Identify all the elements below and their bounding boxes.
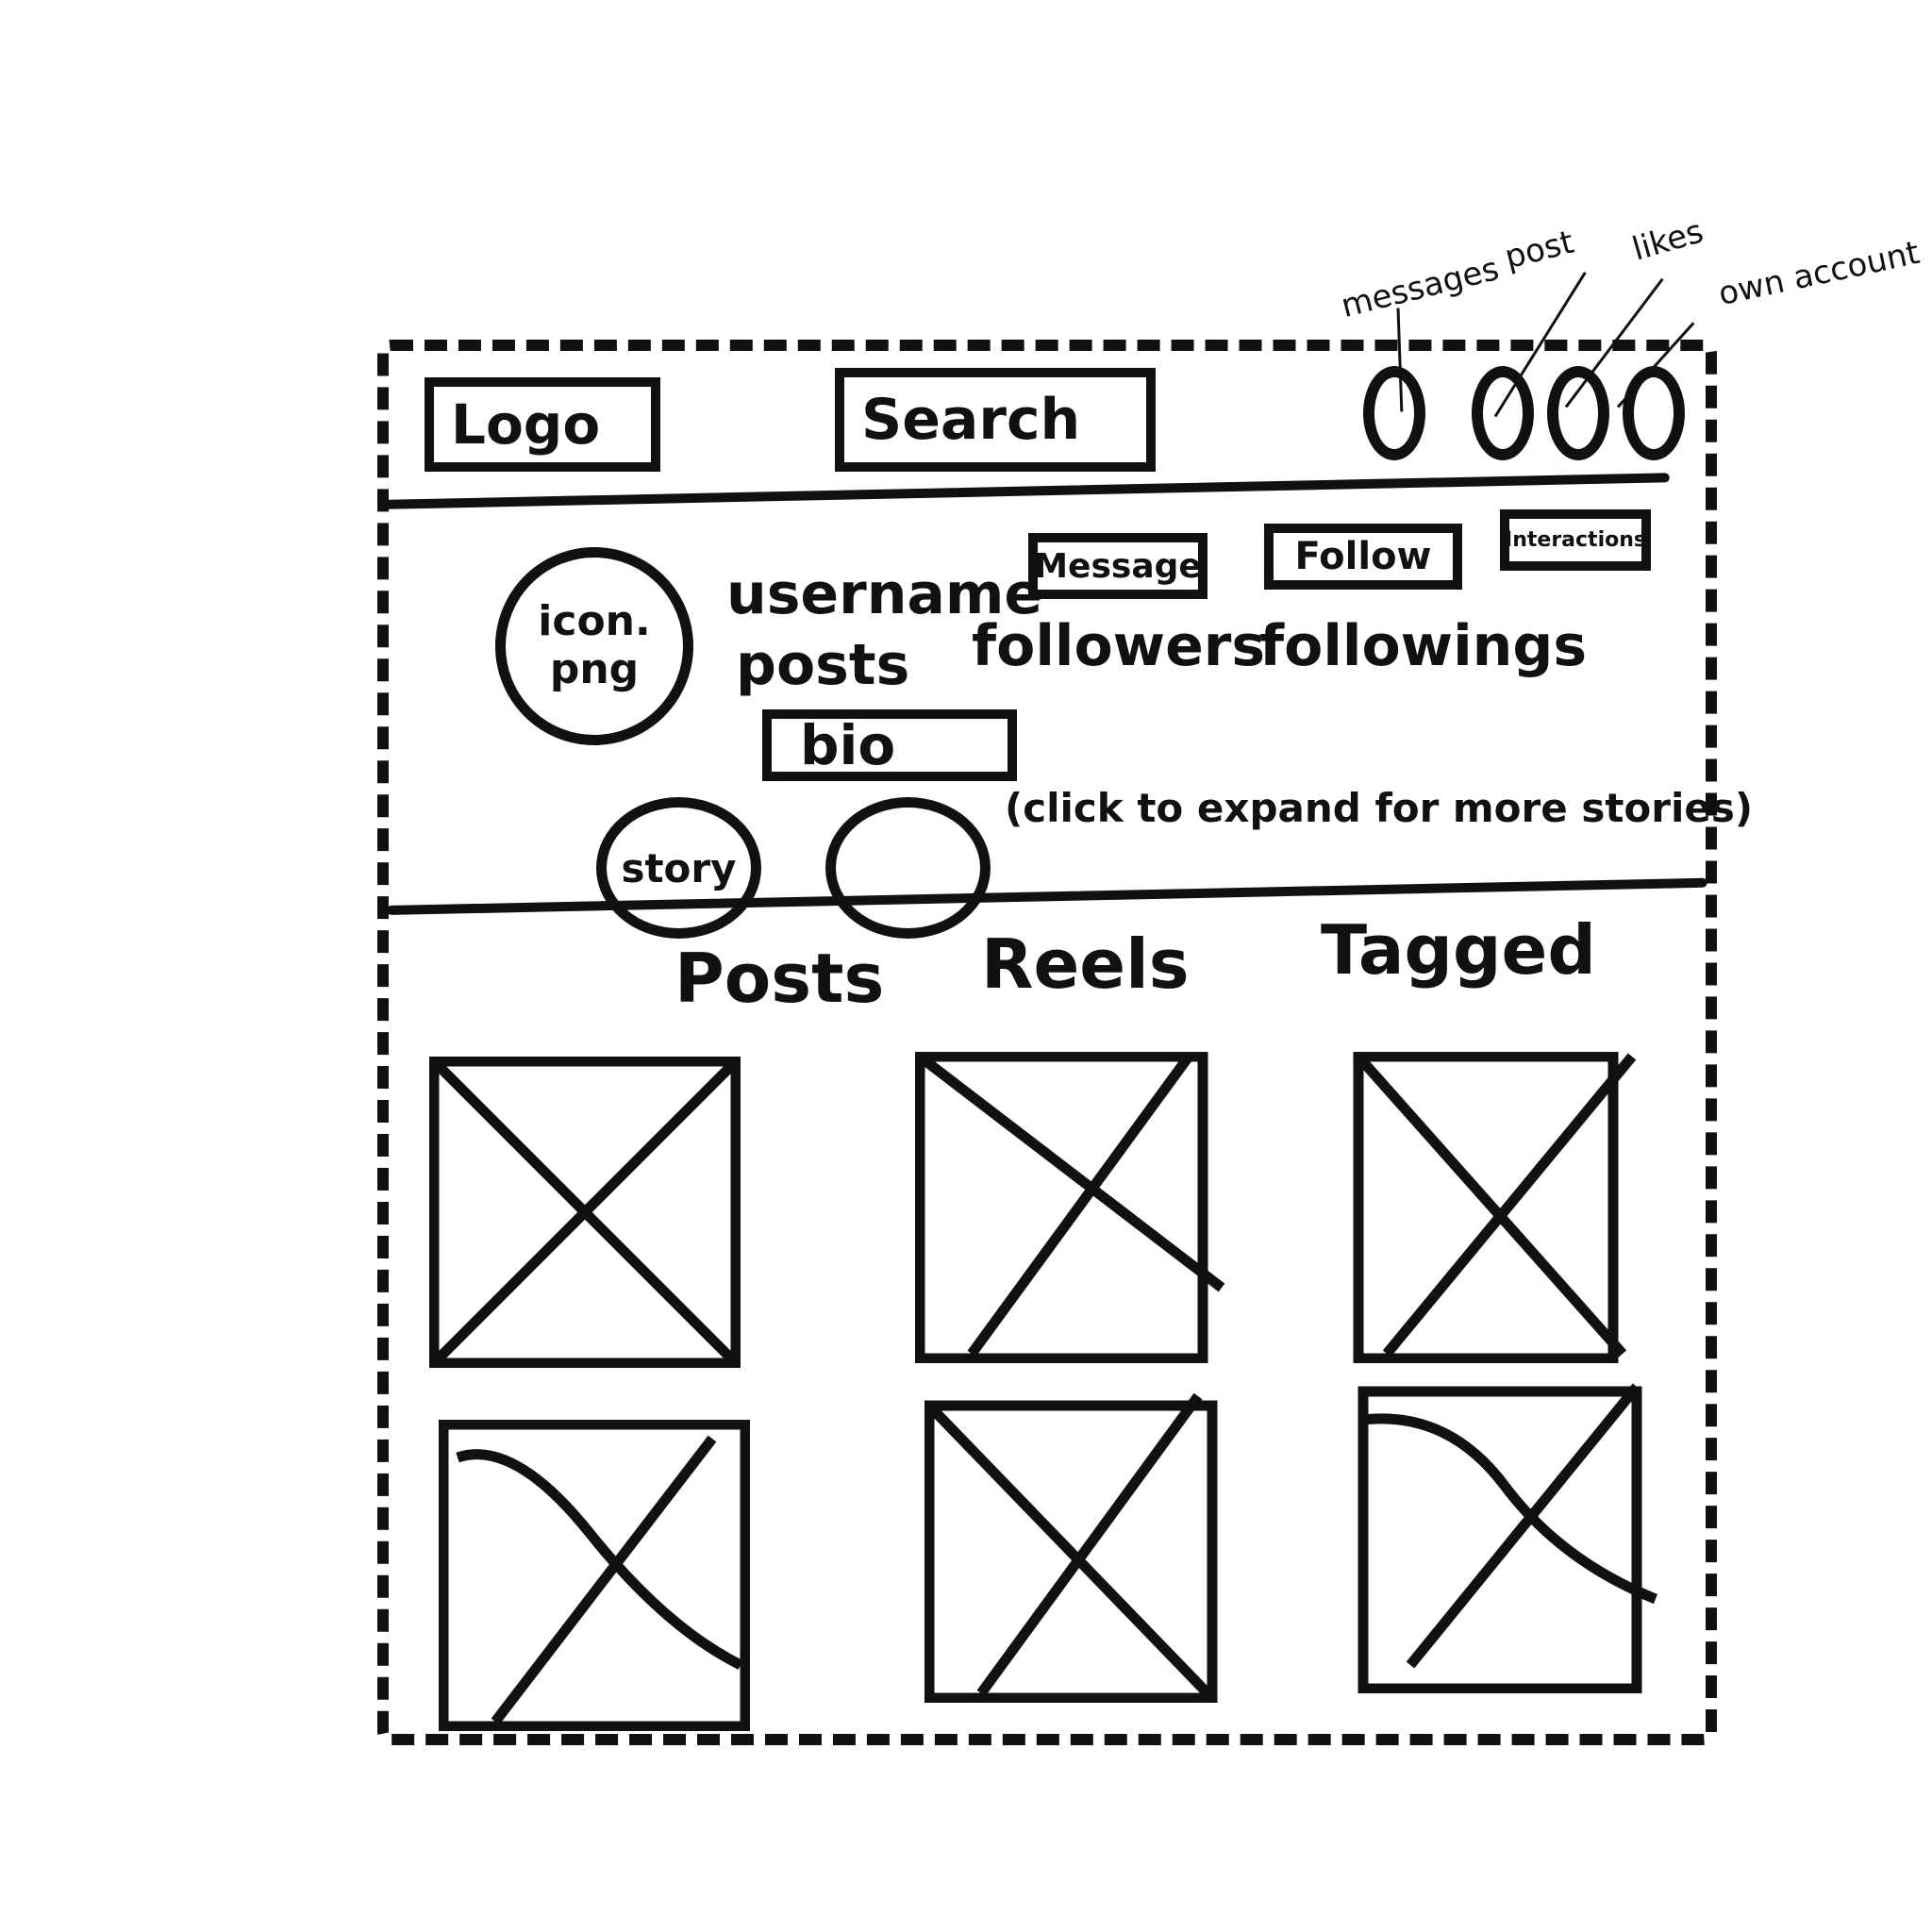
message-button[interactable]: Message <box>1028 533 1208 599</box>
grid-tile[interactable] <box>438 1419 751 1732</box>
messages-icon[interactable] <box>1363 366 1425 460</box>
grid-tile[interactable] <box>1354 1382 1665 1694</box>
own-account-icon[interactable] <box>1623 366 1685 460</box>
followers-count: followers <box>972 613 1266 679</box>
story-label: story <box>621 844 737 891</box>
annotation-messages: messages <box>1337 249 1503 326</box>
grid-tile[interactable] <box>1349 1051 1660 1364</box>
annotation-own-account: own account <box>1715 233 1924 314</box>
followings-count: followings <box>1259 613 1588 679</box>
media-grid <box>425 1038 1679 1745</box>
image-placeholder-icon <box>1357 1383 1658 1694</box>
page-frame <box>377 340 1717 1745</box>
grid-tile[interactable] <box>924 1391 1236 1704</box>
stories-expand-hint: (click to expand for more stories) <box>1005 785 1754 831</box>
story-highlight-empty[interactable] <box>825 797 991 939</box>
image-placeholder-icon <box>428 1056 741 1369</box>
annotation-likes: likes <box>1627 212 1708 269</box>
tab-posts[interactable]: Posts <box>675 939 885 1018</box>
post-icon[interactable] <box>1472 366 1534 460</box>
tab-tagged[interactable]: Tagged <box>1321 910 1596 990</box>
interactions-button[interactable]: Interactions <box>1500 509 1651 571</box>
image-placeholder-icon <box>1353 1051 1637 1364</box>
image-placeholder-icon <box>438 1419 751 1732</box>
grid-tile[interactable] <box>914 1051 1226 1364</box>
logo[interactable]: Logo <box>425 377 660 472</box>
image-placeholder-icon <box>924 1392 1218 1704</box>
follow-button[interactable]: Follow <box>1264 524 1462 590</box>
search-input[interactable]: Search <box>835 368 1156 472</box>
username: username <box>726 561 1043 627</box>
likes-icon[interactable] <box>1547 366 1609 460</box>
tab-reels[interactable]: Reels <box>981 924 1190 1004</box>
story-highlight[interactable]: story <box>596 797 761 939</box>
grid-tile[interactable] <box>428 1056 741 1369</box>
image-placeholder-icon <box>914 1051 1225 1364</box>
avatar: icon. png <box>495 547 693 745</box>
annotation-post: post <box>1501 223 1578 277</box>
posts-count: posts <box>736 632 910 698</box>
bio: bio <box>762 709 1017 781</box>
